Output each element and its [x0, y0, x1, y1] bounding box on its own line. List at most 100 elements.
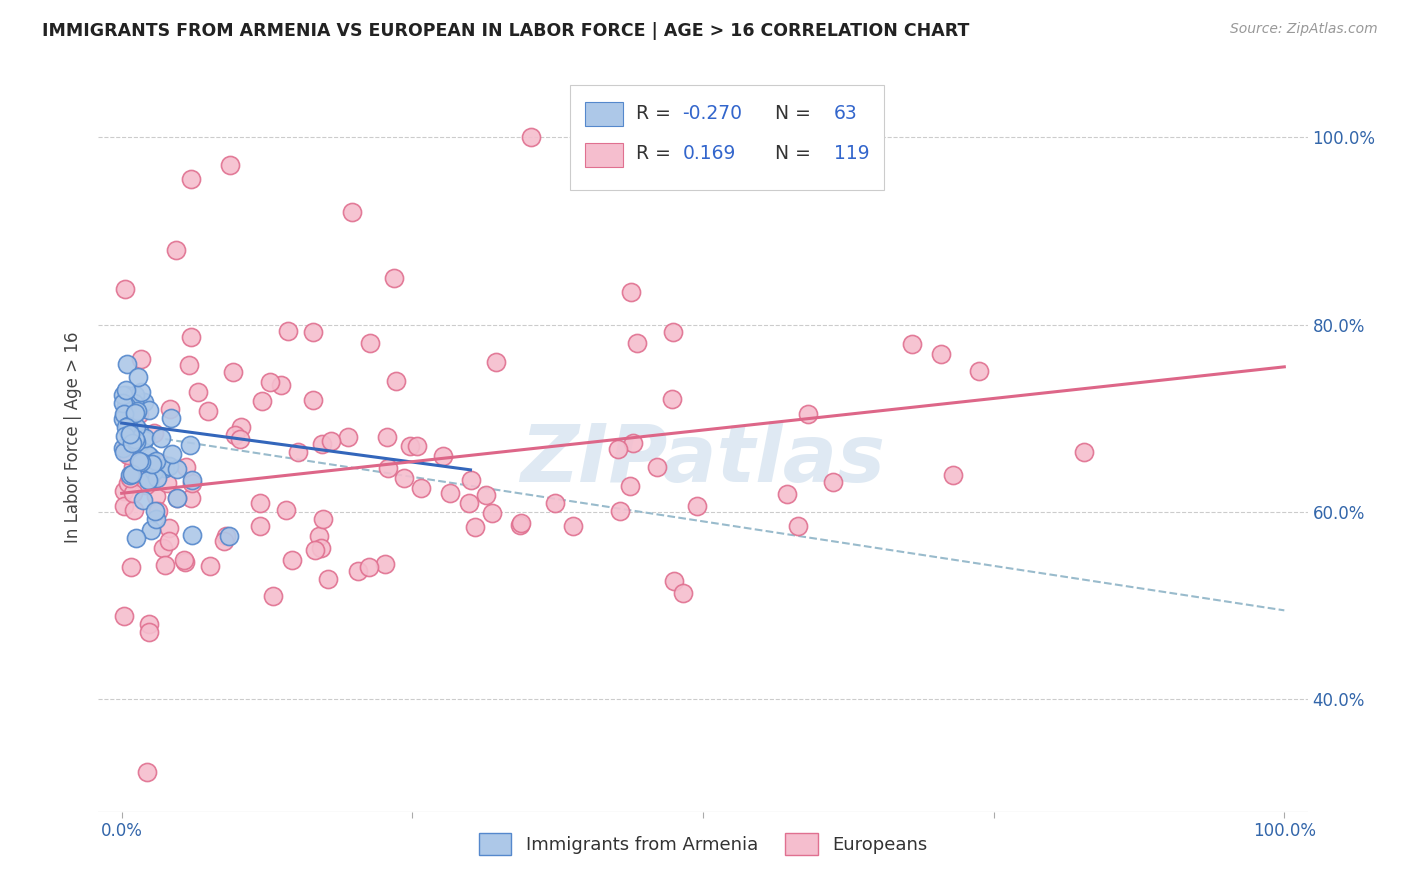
Point — [287, 444, 309, 458]
Point — [375, 430, 398, 444]
Point — [481, 506, 503, 520]
Point — [145, 489, 167, 503]
Point — [118, 468, 141, 483]
Point — [143, 425, 166, 440]
Point — [128, 407, 150, 421]
Point — [118, 427, 141, 442]
Point — [259, 375, 281, 389]
Point — [129, 384, 152, 399]
Point — [146, 503, 169, 517]
Point — [162, 447, 184, 461]
Point — [180, 330, 202, 344]
Point — [340, 205, 363, 219]
Point — [111, 412, 134, 426]
Point — [262, 589, 284, 603]
Text: N =: N = — [763, 103, 817, 123]
Point — [124, 388, 146, 402]
Point — [198, 558, 221, 573]
Bar — [585, 144, 623, 168]
Point — [181, 476, 204, 491]
Point — [929, 347, 952, 361]
Point — [475, 488, 498, 502]
Point — [129, 437, 152, 451]
Point — [786, 518, 808, 533]
Point — [218, 159, 240, 173]
Point — [544, 495, 567, 509]
Point — [173, 552, 195, 566]
Point — [129, 351, 152, 366]
Point — [156, 475, 179, 490]
Point — [115, 388, 138, 402]
Point — [112, 500, 135, 514]
Point — [686, 499, 709, 513]
Text: 63: 63 — [834, 103, 858, 123]
Text: R =: R = — [637, 145, 683, 163]
Point — [132, 434, 155, 448]
Point — [166, 491, 188, 506]
Point — [117, 418, 139, 433]
Point — [661, 392, 683, 406]
Bar — [585, 103, 623, 126]
Text: R =: R = — [637, 103, 678, 123]
Point — [139, 450, 162, 464]
Point — [118, 425, 141, 440]
Point — [180, 473, 202, 487]
Point — [166, 461, 188, 475]
Point — [180, 172, 202, 186]
Point — [464, 520, 486, 534]
Point — [117, 476, 139, 491]
Point — [112, 609, 135, 624]
Point — [139, 523, 162, 537]
Point — [942, 467, 965, 482]
Point — [114, 281, 136, 295]
Point — [131, 455, 153, 469]
Point — [620, 285, 643, 300]
Point — [311, 437, 333, 451]
Point — [485, 355, 508, 369]
Point — [319, 434, 342, 448]
Point — [132, 493, 155, 508]
Point — [180, 528, 202, 542]
Point — [398, 440, 420, 454]
Point — [301, 393, 323, 408]
Text: ZIPatlas: ZIPatlas — [520, 420, 886, 499]
Point — [460, 473, 482, 487]
Point — [509, 516, 531, 530]
Point — [114, 420, 136, 434]
Point — [664, 574, 686, 589]
Point — [250, 394, 273, 409]
Point — [280, 552, 302, 566]
Point — [346, 564, 368, 578]
Point — [132, 445, 155, 459]
Point — [138, 617, 160, 632]
Point — [125, 531, 148, 545]
Point — [359, 335, 381, 350]
Point — [136, 764, 159, 779]
Point — [138, 402, 160, 417]
Point — [114, 429, 136, 443]
Point — [136, 473, 159, 487]
Point — [249, 519, 271, 533]
Point — [221, 365, 243, 379]
Point — [111, 388, 134, 402]
Point — [120, 559, 142, 574]
Point — [115, 401, 138, 416]
Point — [132, 395, 155, 409]
Point — [141, 457, 163, 471]
Point — [458, 496, 481, 510]
Point — [150, 457, 173, 471]
Point — [157, 459, 180, 474]
Point — [274, 502, 297, 516]
Point — [134, 432, 156, 446]
Point — [187, 384, 209, 399]
Point — [224, 428, 246, 442]
Point — [645, 460, 668, 475]
Point — [606, 442, 628, 456]
Point — [149, 459, 172, 474]
Point — [112, 444, 135, 458]
Point — [672, 585, 695, 599]
Point — [121, 441, 143, 455]
Point — [121, 436, 143, 450]
Point — [136, 448, 159, 462]
Point — [118, 433, 141, 447]
